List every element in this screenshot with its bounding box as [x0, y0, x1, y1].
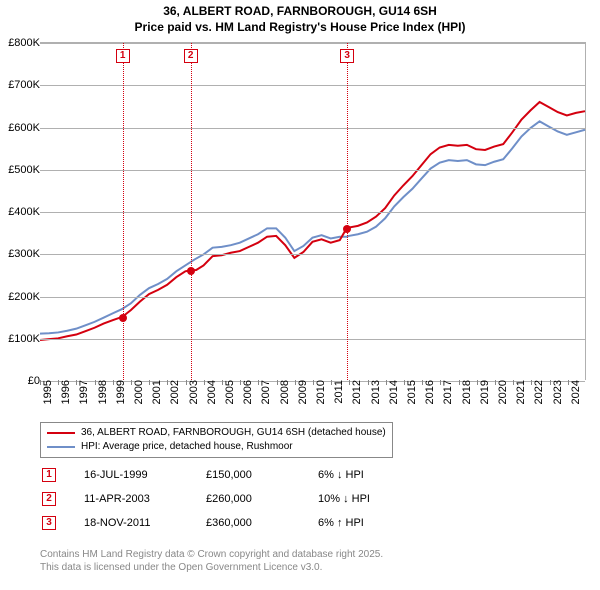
sale-row-price: £360,000 — [206, 512, 316, 534]
legend-label: 36, ALBERT ROAD, FARNBOROUGH, GU14 6SH (… — [81, 426, 386, 440]
legend: 36, ALBERT ROAD, FARNBOROUGH, GU14 6SH (… — [40, 422, 393, 458]
x-axis-label: 2019 — [473, 380, 491, 404]
sale-row-delta: 10% ↓ HPI — [318, 488, 382, 510]
sale-row-price: £260,000 — [206, 488, 316, 510]
x-axis-label: 2012 — [345, 380, 363, 404]
x-axis-label: 1996 — [54, 380, 72, 404]
legend-row: 36, ALBERT ROAD, FARNBOROUGH, GU14 6SH (… — [47, 426, 386, 440]
sale-row-marker: 2 — [42, 492, 56, 506]
x-axis-label: 2018 — [455, 380, 473, 404]
x-axis-label: 1997 — [72, 380, 90, 404]
sale-marker-line — [347, 43, 348, 380]
x-axis-label: 2005 — [218, 380, 236, 404]
x-axis-label: 2010 — [309, 380, 327, 404]
x-axis-label: 2004 — [200, 380, 218, 404]
x-axis-label: 2020 — [491, 380, 509, 404]
legend-row: HPI: Average price, detached house, Rush… — [47, 440, 386, 454]
sale-point-dot — [187, 267, 195, 275]
x-axis-label: 2016 — [418, 380, 436, 404]
x-axis-label: 2002 — [163, 380, 181, 404]
y-axis-label: £400K — [8, 206, 40, 218]
sale-row-delta: 6% ↓ HPI — [318, 464, 382, 486]
x-axis-label: 2023 — [546, 380, 564, 404]
x-axis-label: 2014 — [382, 380, 400, 404]
sale-marker-box: 1 — [116, 49, 130, 63]
y-axis-label: £100K — [8, 333, 40, 345]
x-axis-label: 1999 — [109, 380, 127, 404]
legend-label: HPI: Average price, detached house, Rush… — [81, 440, 293, 454]
attribution-line: Contains HM Land Registry data © Crown c… — [40, 548, 383, 561]
sale-row-marker: 3 — [42, 516, 56, 530]
sale-marker-box: 3 — [340, 49, 354, 63]
x-axis-label: 2011 — [327, 380, 345, 404]
x-axis-label: 2003 — [182, 380, 200, 404]
x-axis-label: 2008 — [273, 380, 291, 404]
chart-area: £0£100K£200K£300K£400K£500K£600K£700K£80… — [40, 42, 586, 380]
x-axis-label: 2017 — [436, 380, 454, 404]
sales-table: 1 16-JUL-1999£150,0006% ↓ HPI 2 11-APR-2003… — [40, 462, 384, 536]
y-axis-label: £700K — [8, 79, 40, 91]
sale-row-price: £150,000 — [206, 464, 316, 486]
x-axis-label: 1995 — [36, 380, 54, 404]
chart-container: 36, ALBERT ROAD, FARNBOROUGH, GU14 6SH P… — [0, 0, 600, 590]
x-axis-label: 2001 — [145, 380, 163, 404]
y-axis-label: £200K — [8, 291, 40, 303]
y-axis-label: £800K — [8, 37, 40, 49]
sale-row-marker: 1 — [42, 468, 56, 482]
sale-row: 3 18-NOV-2011£360,0006% ↑ HPI — [42, 512, 382, 534]
x-axis-label: 2006 — [236, 380, 254, 404]
sale-marker-line — [191, 43, 192, 380]
title-block: 36, ALBERT ROAD, FARNBOROUGH, GU14 6SH P… — [0, 0, 600, 35]
sale-row-date: 16-JUL-1999 — [84, 464, 204, 486]
y-axis-label: £600K — [8, 122, 40, 134]
legend-swatch — [47, 446, 75, 448]
y-axis-label: £300K — [8, 248, 40, 260]
x-axis-label: 1998 — [91, 380, 109, 404]
sale-point-dot — [119, 314, 127, 322]
title-line-1: 36, ALBERT ROAD, FARNBOROUGH, GU14 6SH — [0, 4, 600, 20]
title-line-2: Price paid vs. HM Land Registry's House … — [0, 20, 600, 36]
attribution-line: This data is licensed under the Open Gov… — [40, 561, 383, 574]
x-axis-label: 2022 — [527, 380, 545, 404]
sale-marker-box: 2 — [184, 49, 198, 63]
x-axis-label: 2007 — [254, 380, 272, 404]
x-axis-label: 2021 — [509, 380, 527, 404]
x-axis-label: 2015 — [400, 380, 418, 404]
sale-row: 2 11-APR-2003£260,00010% ↓ HPI — [42, 488, 382, 510]
attribution: Contains HM Land Registry data © Crown c… — [40, 548, 383, 574]
x-axis-label: 2013 — [364, 380, 382, 404]
y-axis-label: £500K — [8, 164, 40, 176]
sale-row-delta: 6% ↑ HPI — [318, 512, 382, 534]
sale-row-date: 11-APR-2003 — [84, 488, 204, 510]
x-axis-label: 2009 — [291, 380, 309, 404]
sale-row: 1 16-JUL-1999£150,0006% ↓ HPI — [42, 464, 382, 486]
x-axis-label: 2000 — [127, 380, 145, 404]
sale-row-date: 18-NOV-2011 — [84, 512, 204, 534]
x-axis-label: 2024 — [564, 380, 582, 404]
sale-point-dot — [343, 225, 351, 233]
sale-marker-line — [123, 43, 124, 380]
legend-swatch — [47, 432, 75, 434]
